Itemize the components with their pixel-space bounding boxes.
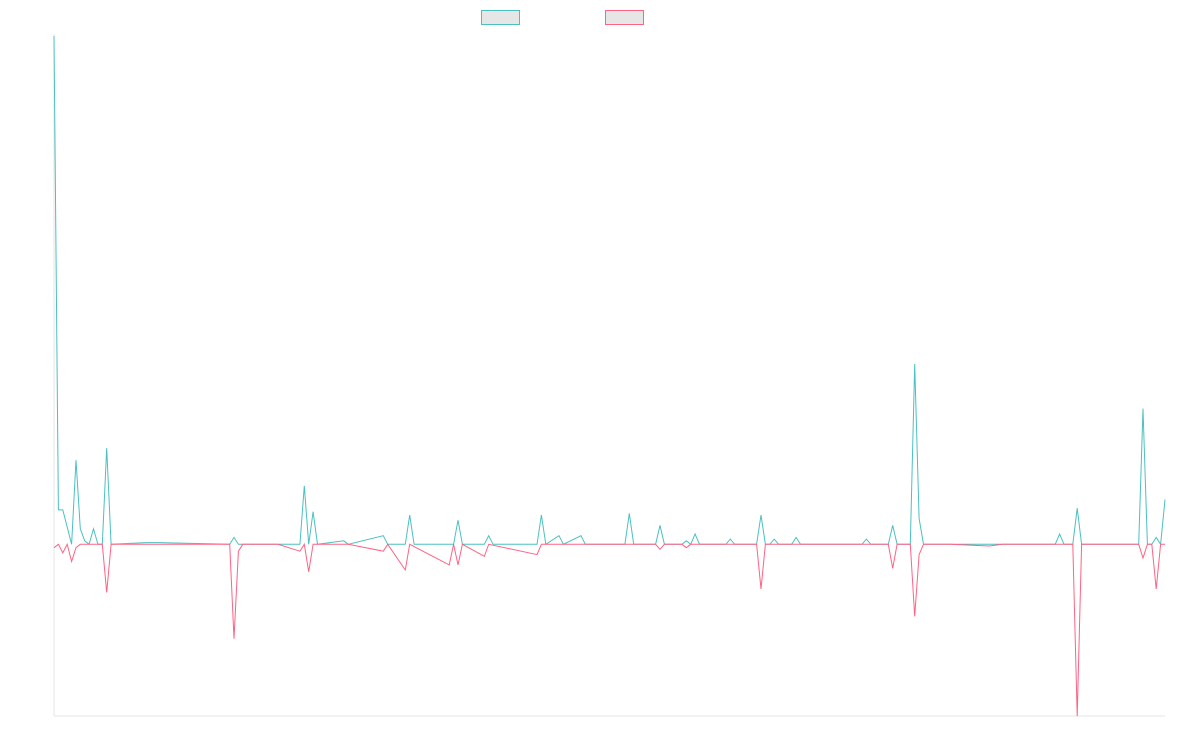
legend-item-series-1[interactable] xyxy=(481,10,520,25)
series-line-1 xyxy=(53,35,1166,546)
legend-item-series-2[interactable] xyxy=(605,10,644,25)
series-line-2 xyxy=(53,542,1165,717)
series-layer xyxy=(53,35,1166,717)
